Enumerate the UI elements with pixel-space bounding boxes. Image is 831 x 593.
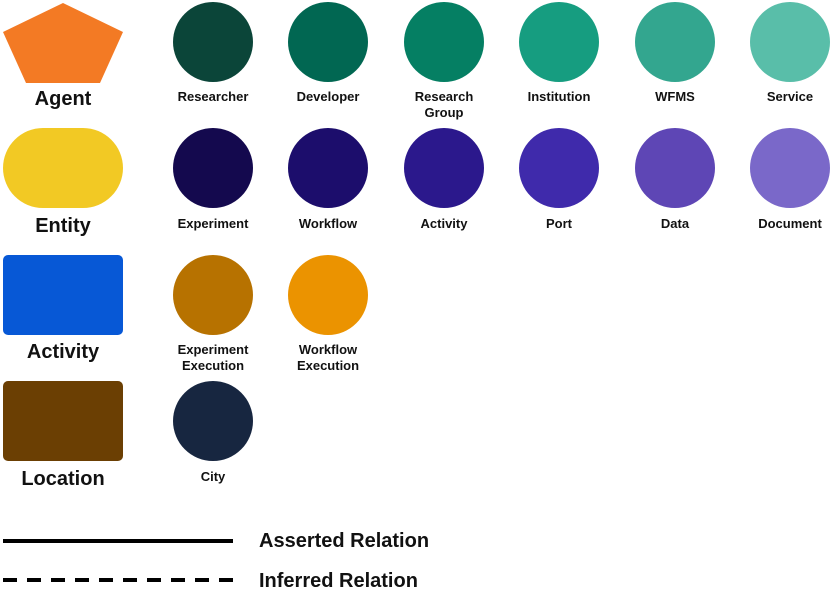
workflow-node xyxy=(288,128,368,208)
experiment-execution-label: Experiment Execution xyxy=(177,342,249,373)
agent-shape xyxy=(3,3,123,83)
location-label: Location xyxy=(21,468,105,490)
experiment-execution-node xyxy=(173,255,253,335)
research-group-node xyxy=(404,2,484,82)
researcher-label: Researcher xyxy=(177,89,249,104)
activity-shape xyxy=(3,255,123,335)
research-group-label: Research Group xyxy=(414,89,474,120)
asserted-relation-label: Asserted Relation xyxy=(259,530,430,552)
city-node xyxy=(173,381,253,461)
entity-label: Entity xyxy=(35,215,91,237)
asserted-relation-line xyxy=(3,539,233,543)
port-node xyxy=(519,128,599,208)
activity-entity-label: Activity xyxy=(420,216,468,231)
service-label: Service xyxy=(766,89,814,104)
document-label: Document xyxy=(758,216,822,231)
port-label: Port xyxy=(546,216,572,231)
data-label: Data xyxy=(660,216,690,231)
document-node xyxy=(750,128,830,208)
workflow-execution-node xyxy=(288,255,368,335)
location-shape xyxy=(3,381,123,461)
agent-label: Agent xyxy=(34,88,92,110)
institution-node xyxy=(519,2,599,82)
activity-label: Activity xyxy=(26,341,100,363)
wfms-label: WFMS xyxy=(655,89,695,104)
inferred-relation-label: Inferred Relation xyxy=(259,570,418,592)
inferred-relation-line xyxy=(3,578,235,582)
researcher-node xyxy=(173,2,253,82)
developer-label: Developer xyxy=(296,89,360,104)
experiment-node xyxy=(173,128,253,208)
city-label: City xyxy=(200,469,226,484)
entity-shape xyxy=(3,128,123,208)
data-node xyxy=(635,128,715,208)
developer-node xyxy=(288,2,368,82)
workflow-execution-label: Workflow Execution xyxy=(296,342,360,373)
wfms-node xyxy=(635,2,715,82)
workflow-label: Workflow xyxy=(298,216,358,231)
activity-entity-node xyxy=(404,128,484,208)
experiment-label: Experiment xyxy=(177,216,249,231)
service-node xyxy=(750,2,830,82)
institution-label: Institution xyxy=(527,89,591,104)
